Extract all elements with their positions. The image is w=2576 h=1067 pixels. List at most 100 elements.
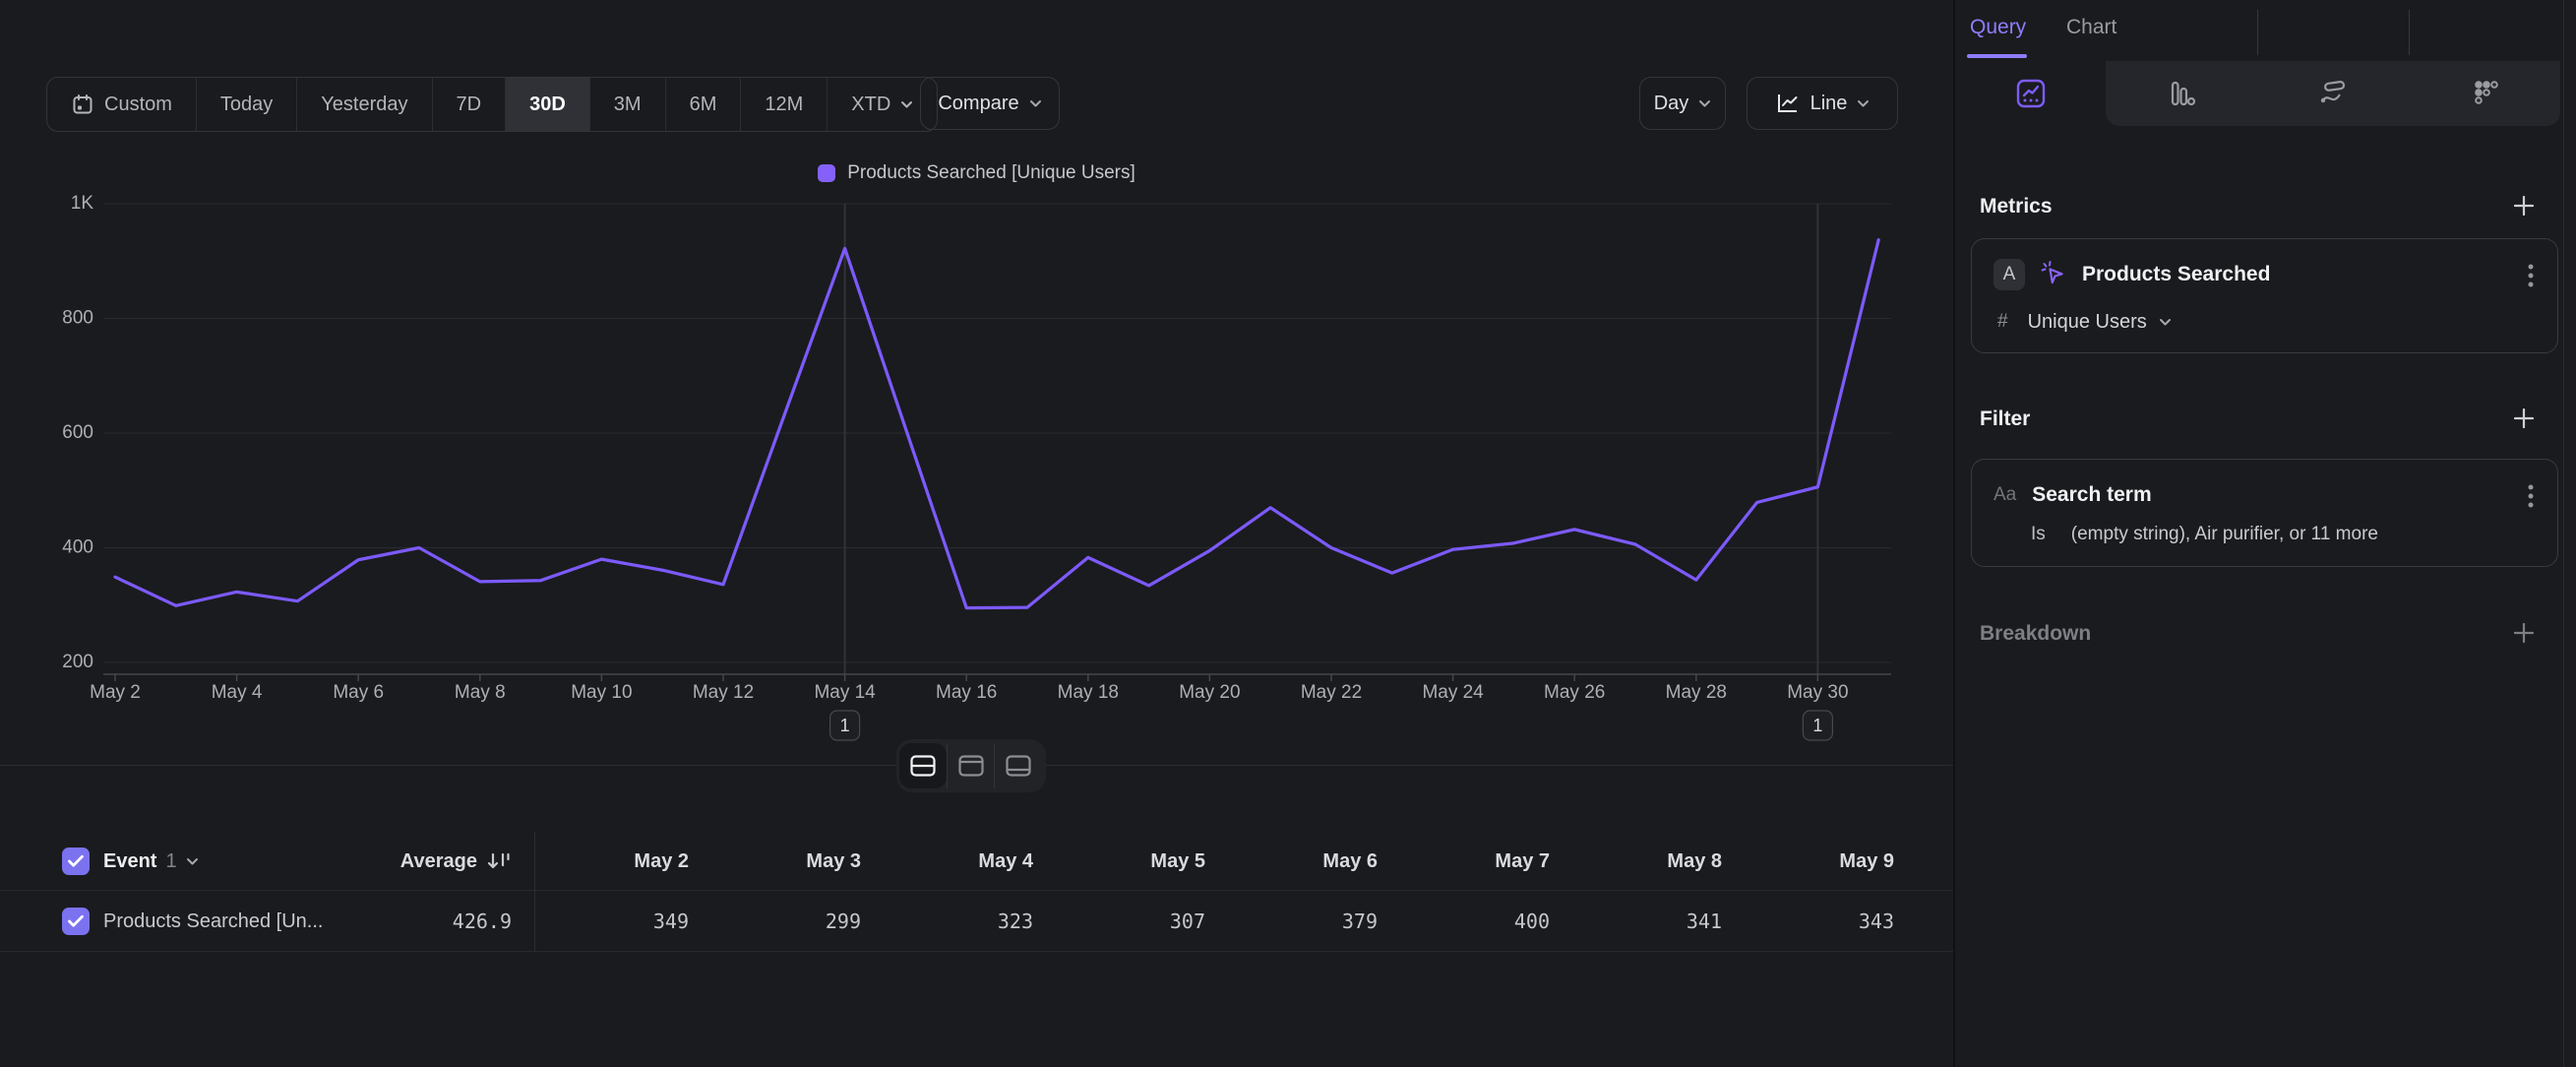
event-header-checkbox[interactable] xyxy=(62,847,90,875)
legend-swatch xyxy=(818,164,835,182)
svg-text:May 24: May 24 xyxy=(1422,682,1484,703)
layout-table-only-button[interactable] xyxy=(994,743,1041,788)
cell-value-may-8: 341 xyxy=(1574,891,1722,952)
measure-selector[interactable]: # Unique Users xyxy=(1972,304,2557,340)
filter-condition[interactable]: Is (empty string), Air purifier, or 11 m… xyxy=(1972,519,2557,550)
range-label: Yesterday xyxy=(321,94,407,116)
range-custom[interactable]: Custom xyxy=(47,78,197,131)
metric-name: Products Searched xyxy=(2082,263,2270,286)
tab-insights[interactable] xyxy=(1955,61,2106,126)
split-view-icon xyxy=(910,755,936,777)
svg-text:May 6: May 6 xyxy=(333,682,384,703)
metric-options-button[interactable] xyxy=(2526,263,2536,288)
plus-icon xyxy=(2512,194,2536,218)
filter-row[interactable]: Aa Search term xyxy=(1972,475,2557,515)
granularity-button[interactable]: Day xyxy=(1639,77,1726,130)
filter-heading: Filter xyxy=(1980,408,2030,431)
average-column-header[interactable]: Average xyxy=(325,832,512,891)
svg-text:May 26: May 26 xyxy=(1544,682,1605,703)
range-7d[interactable]: 7D xyxy=(433,78,507,131)
tab-query[interactable]: Query xyxy=(1970,16,2026,39)
text-property-icon: Aa xyxy=(1993,484,2016,506)
range-yesterday[interactable]: Yesterday xyxy=(297,78,432,131)
flows-icon xyxy=(2316,77,2350,110)
cell-value-may-7: 400 xyxy=(1402,891,1550,952)
range-3m[interactable]: 3M xyxy=(590,78,666,131)
column-header-may-3: May 3 xyxy=(713,832,861,891)
event-icon xyxy=(2039,260,2068,289)
panel-scrollbar-gutter[interactable] xyxy=(2563,0,2576,1067)
plus-icon xyxy=(2512,407,2536,430)
cell-value-may-5: 307 xyxy=(1058,891,1205,952)
granularity-label: Day xyxy=(1654,93,1689,115)
chart-type-label: Line xyxy=(1810,93,1848,115)
chart-only-icon xyxy=(958,755,984,777)
chevron-down-icon xyxy=(1857,99,1870,108)
filter-value: (empty string), Air purifier, or 11 more xyxy=(2071,524,2378,545)
svg-text:May 4: May 4 xyxy=(212,682,263,703)
svg-text:800: 800 xyxy=(62,308,93,329)
row-average-value: 426.9 xyxy=(325,891,512,952)
range-12m[interactable]: 12M xyxy=(741,78,828,131)
filter-property-name: Search term xyxy=(2032,483,2151,507)
chevron-down-icon xyxy=(1698,99,1711,108)
filter-card: Aa Search term Is (empty string), Air pu… xyxy=(1971,459,2558,567)
bar-chart-icon xyxy=(2165,77,2198,110)
layout-split-button[interactable] xyxy=(899,743,947,788)
compare-label: Compare xyxy=(938,93,1018,115)
event-column-header[interactable]: Event 1 xyxy=(103,832,199,891)
sort-descending-icon xyxy=(486,851,512,871)
column-header-may-6: May 6 xyxy=(1230,832,1378,891)
svg-text:May 30: May 30 xyxy=(1787,682,1848,703)
tab-separator xyxy=(2409,10,2410,55)
tab-flows[interactable] xyxy=(2257,61,2409,126)
metric-card: A Products Searched # Unique Users xyxy=(1971,238,2558,353)
svg-text:May 10: May 10 xyxy=(571,682,632,703)
event-count: 1 xyxy=(165,850,176,873)
plus-icon xyxy=(2512,621,2536,645)
table-only-icon xyxy=(1006,755,1031,777)
svg-text:May 14: May 14 xyxy=(814,682,876,703)
svg-text:May 2: May 2 xyxy=(90,682,141,703)
layout-toggle xyxy=(896,739,1046,792)
svg-text:May 22: May 22 xyxy=(1301,682,1362,703)
svg-text:600: 600 xyxy=(62,422,93,443)
add-breakdown-button[interactable] xyxy=(2511,620,2537,646)
column-header-may-5: May 5 xyxy=(1058,832,1205,891)
tab-separator xyxy=(2257,10,2258,55)
column-header-may-8: May 8 xyxy=(1574,832,1722,891)
breakdown-heading: Breakdown xyxy=(1980,622,2091,646)
add-filter-button[interactable] xyxy=(2511,406,2537,431)
range-today[interactable]: Today xyxy=(197,78,297,131)
kebab-icon xyxy=(2528,263,2534,288)
measure-label: Unique Users xyxy=(2028,311,2147,334)
row-checkbox[interactable] xyxy=(62,908,90,935)
hash-icon: # xyxy=(1997,311,2008,333)
chevron-down-icon xyxy=(900,100,913,109)
kebab-icon xyxy=(2528,483,2534,509)
line-chart[interactable]: 1K800600400200May 2May 4May 6May 8May 10… xyxy=(0,192,1953,763)
metric-row[interactable]: A Products Searched xyxy=(1972,255,2557,294)
svg-text:200: 200 xyxy=(62,652,93,672)
average-header-label: Average xyxy=(400,850,477,873)
compare-button[interactable]: Compare xyxy=(920,77,1060,130)
tab-bar-chart[interactable] xyxy=(2106,61,2257,126)
layout-chart-only-button[interactable] xyxy=(947,743,994,788)
query-panel: Query Chart xyxy=(1953,0,2576,1067)
range-6m[interactable]: 6M xyxy=(666,78,742,131)
filter-options-button[interactable] xyxy=(2526,483,2536,509)
tab-retention[interactable] xyxy=(2409,61,2560,126)
date-column-headers: May 2May 3May 4May 5May 6May 7May 8May 9 xyxy=(534,832,1953,891)
range-30d[interactable]: 30D xyxy=(506,78,590,131)
chart-type-button[interactable]: Line xyxy=(1747,77,1898,130)
cell-value-may-9: 343 xyxy=(1747,891,1894,952)
metric-letter-badge: A xyxy=(1993,259,2025,290)
svg-text:400: 400 xyxy=(62,537,93,558)
tab-chart[interactable]: Chart xyxy=(2066,16,2116,39)
calendar-icon xyxy=(71,93,94,116)
svg-text:1: 1 xyxy=(840,716,850,735)
chevron-down-icon xyxy=(2159,318,2172,327)
add-metric-button[interactable] xyxy=(2511,193,2537,219)
cell-value-may-2: 349 xyxy=(541,891,689,952)
event-header-label: Event xyxy=(103,850,156,873)
